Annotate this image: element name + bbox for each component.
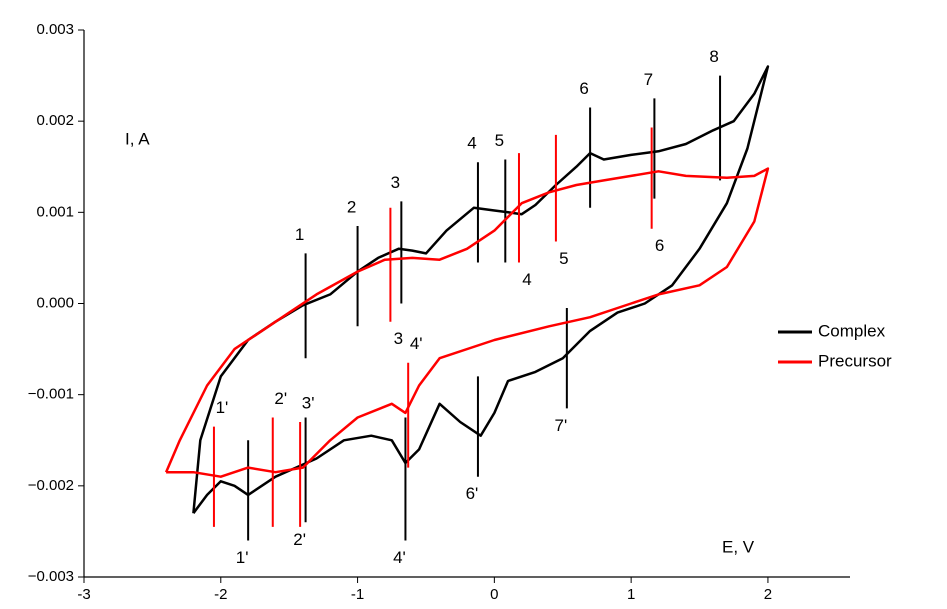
y-tick-label: −0.003 — [28, 568, 74, 585]
peak-label: 7 — [644, 70, 653, 89]
peak-label: 8 — [709, 47, 718, 66]
peak-label: 4' — [410, 334, 423, 353]
x-tick-label: -2 — [214, 586, 227, 603]
x-tick-label: 1 — [627, 586, 635, 603]
peak-label: 1' — [236, 548, 249, 567]
y-axis-label: I, A — [125, 129, 150, 148]
peak-label: 7' — [555, 416, 568, 435]
peak-label: 6' — [466, 484, 479, 503]
peak-label: 1 — [295, 225, 304, 244]
peak-label: 2 — [347, 197, 356, 216]
peak-label: 6 — [655, 236, 664, 255]
x-tick-label: 2 — [764, 586, 772, 603]
y-tick-label: −0.002 — [28, 477, 74, 494]
peak-label: 1' — [216, 398, 229, 417]
peak-label: 3 — [394, 329, 403, 348]
curve — [164, 167, 770, 478]
x-tick-label: -1 — [351, 586, 364, 603]
y-tick-label: 0.000 — [36, 294, 74, 311]
y-tick-label: −0.001 — [28, 386, 74, 403]
peak-label: 2' — [293, 530, 306, 549]
peak-label: 6 — [579, 79, 588, 98]
peak-label: 3' — [302, 394, 315, 413]
peak-label: 5 — [495, 131, 504, 150]
peak-label: 2' — [274, 389, 287, 408]
peak-label: 5 — [559, 249, 568, 268]
y-tick-label: 0.002 — [36, 112, 74, 129]
legend-label: Precursor — [818, 351, 892, 370]
y-tick-label: 0.003 — [36, 21, 74, 38]
peak-label: 4 — [522, 270, 531, 289]
x-axis-label: E, V — [722, 537, 755, 556]
x-tick-label: 0 — [490, 586, 498, 603]
x-tick-label: -3 — [77, 586, 90, 603]
legend-label: Complex — [818, 321, 886, 340]
y-tick-label: 0.001 — [36, 203, 74, 220]
peak-label: 3 — [391, 173, 400, 192]
peak-label: 4 — [467, 134, 476, 153]
peak-label: 4' — [393, 548, 406, 567]
